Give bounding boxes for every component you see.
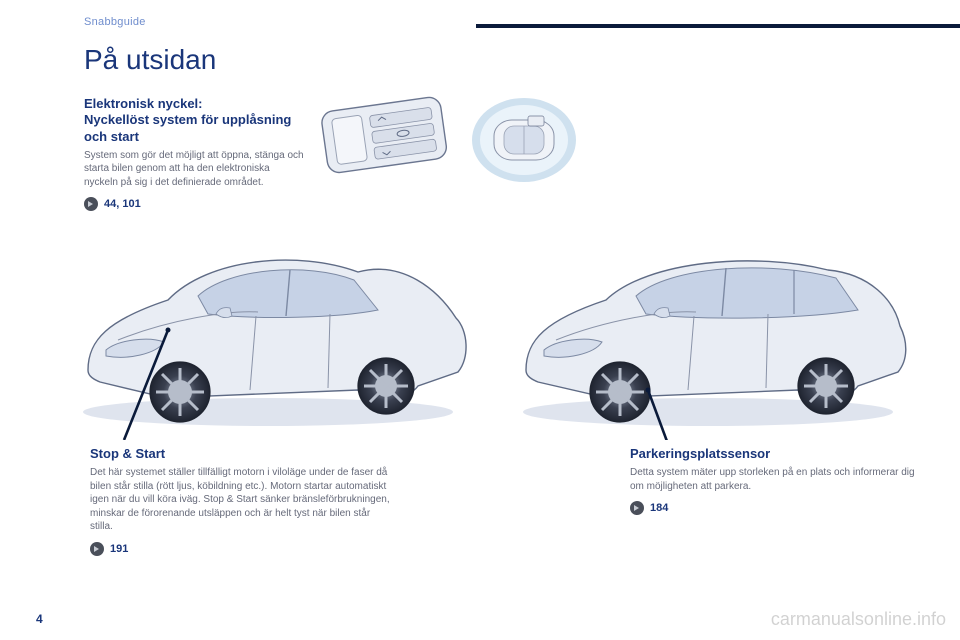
ref-arrow-icon bbox=[630, 501, 644, 515]
parking-body: Detta system mäter upp storleken på en p… bbox=[630, 466, 930, 493]
parking-sensor-block: Parkeringsplatssensor Detta system mäter… bbox=[630, 446, 930, 515]
page-title: På utsidan bbox=[84, 44, 216, 76]
stop-start-body: Det här systemet ställer tillfälligt mot… bbox=[90, 466, 390, 534]
intro-heading-line2: Nyckellöst system för upplåsning och sta… bbox=[84, 112, 291, 143]
intro-heading: Elektronisk nyckel: Nyckellöst system fö… bbox=[84, 96, 304, 145]
parking-ref: 184 bbox=[630, 501, 930, 515]
parking-heading: Parkeringsplatssensor bbox=[630, 446, 930, 462]
manual-page: Snabbguide På utsidan Elektronisk nyckel… bbox=[0, 0, 960, 640]
page-number: 4 bbox=[36, 612, 43, 626]
ref-arrow-icon bbox=[90, 542, 104, 556]
car-illustration-sedan bbox=[58, 200, 478, 440]
intro-body: System som gör det möjligt att öppna, st… bbox=[84, 149, 304, 190]
header-rule bbox=[476, 24, 960, 28]
car-illustration-wagon bbox=[498, 200, 918, 440]
stop-start-ref: 191 bbox=[90, 542, 390, 556]
stop-start-heading: Stop & Start bbox=[90, 446, 390, 462]
intro-block: Elektronisk nyckel: Nyckellöst system fö… bbox=[84, 96, 304, 211]
stop-start-block: Stop & Start Det här systemet ställer ti… bbox=[90, 446, 390, 556]
intro-heading-line1: Elektronisk nyckel: bbox=[84, 96, 203, 111]
parking-ref-num: 184 bbox=[650, 502, 668, 514]
key-and-zone-illustration bbox=[304, 84, 584, 184]
watermark: carmanualsonline.info bbox=[771, 609, 946, 630]
section-label: Snabbguide bbox=[84, 16, 146, 28]
stop-start-ref-num: 191 bbox=[110, 543, 128, 555]
